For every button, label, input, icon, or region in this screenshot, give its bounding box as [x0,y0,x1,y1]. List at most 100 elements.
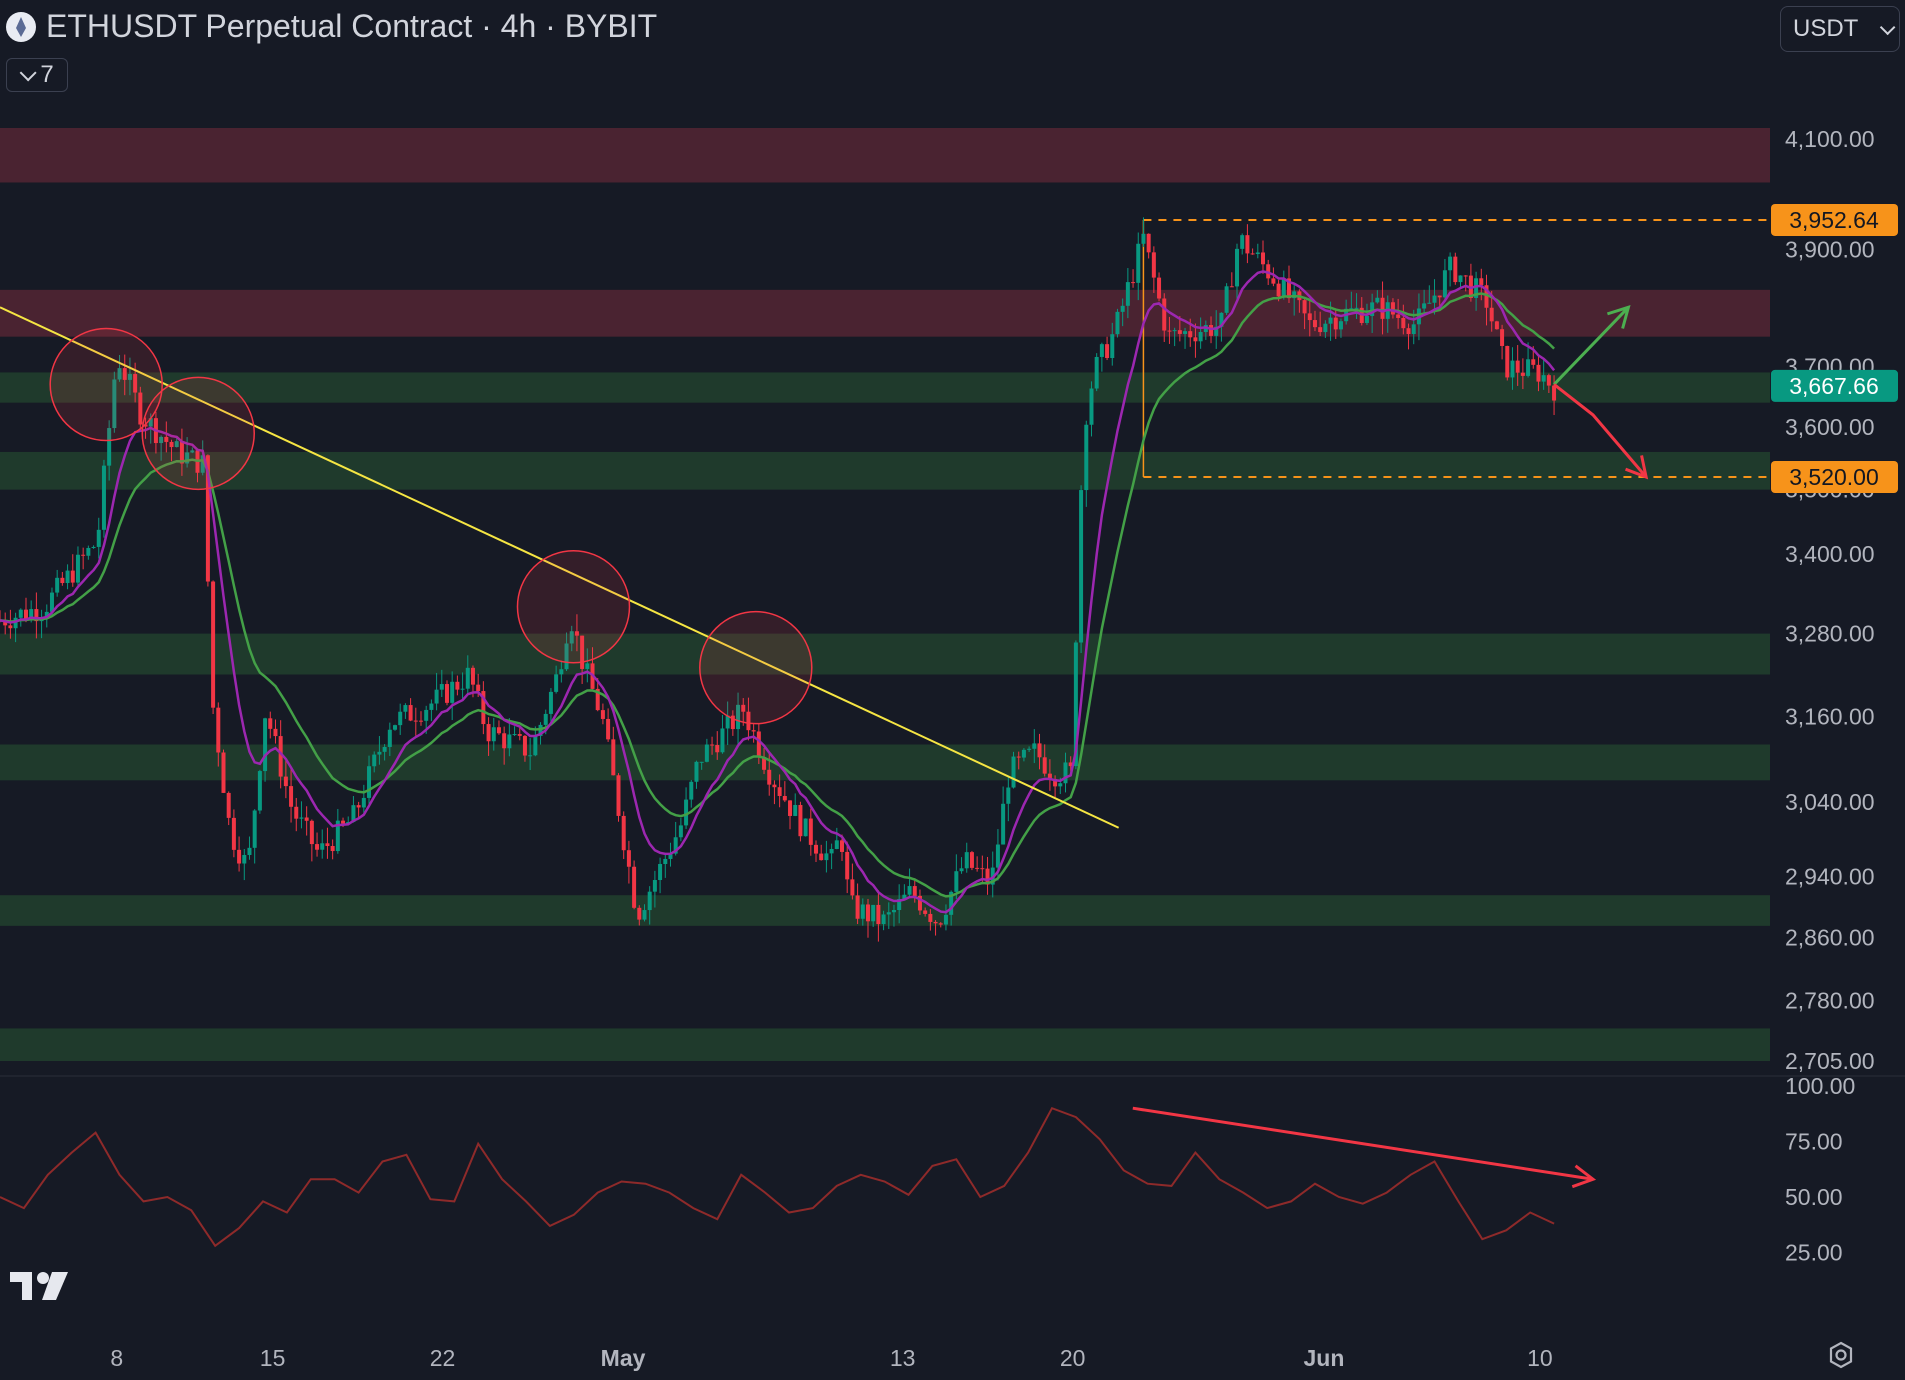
candle-down [574,631,579,636]
currency-select[interactable]: USDT [1780,6,1900,52]
chevron-down-icon [1880,19,1896,35]
candle-up [320,843,325,850]
candle-down [975,867,980,869]
candle-up [403,705,408,712]
candle-up [564,643,569,670]
candle-up [507,734,512,749]
settings-icon[interactable] [1826,1340,1856,1370]
candle-up [689,781,694,800]
candle-up [1120,305,1125,312]
candle-up [112,379,117,429]
candle-down [1396,314,1401,318]
candle-down [8,625,13,629]
price-axis-label: 2,780.00 [1785,987,1875,1013]
price-axis-label: 3,400.00 [1785,541,1875,567]
candle-up [554,674,559,692]
candle-down [969,852,974,868]
candle-down [1229,286,1234,288]
candle-up [429,703,434,710]
candle-up [886,912,891,915]
candle-down [1276,283,1281,297]
candle-up [720,728,725,753]
price-badge-label: 3,952.64 [1789,207,1879,233]
candle-up [382,746,387,752]
candle-down [278,736,283,777]
candle-up [465,667,470,689]
candle-up [55,577,60,593]
candle-up [1172,330,1177,332]
candle-up [678,825,683,838]
candle-down [1151,252,1156,278]
candle-down [808,818,813,845]
candle-up [96,529,101,547]
candle-down [1271,278,1276,284]
candle-up [242,854,247,864]
candle-down [855,895,860,919]
indicators-toggle-button[interactable]: 7 [6,58,68,92]
candle-up [252,810,257,848]
candle-up [538,724,543,736]
candle-down [476,684,481,692]
candle-down [1286,278,1291,299]
candle-down [1037,743,1042,758]
candle-up [101,465,106,530]
candle-down [221,752,226,793]
candle-up [652,880,657,892]
candle-up [995,844,1000,868]
price-axis-label: 3,040.00 [1785,789,1875,815]
candle-down [1105,344,1110,359]
candle-down [1531,359,1536,365]
candle-up [460,688,465,690]
candle-down [164,436,169,442]
candle-down [496,727,501,734]
time-axis-label: 8 [110,1345,123,1371]
candle-up [367,766,372,798]
candle-down [1406,328,1411,335]
candle-down [1209,325,1214,336]
candle-up [1110,334,1115,359]
up-projection-arrow [1552,306,1630,386]
time-axis-label: Jun [1304,1345,1345,1371]
price-badge-label: 3,667.66 [1789,373,1879,399]
candle-up [959,868,964,872]
candle-down [985,868,990,885]
candle-down [1515,360,1520,373]
candle-down [1307,313,1312,321]
candle-down [1453,256,1458,283]
candle-up [736,704,741,730]
candle-down [1068,762,1073,767]
candle-down [517,734,522,736]
candle-up [107,428,112,466]
trendline-touch-circle [141,376,255,491]
candle-down [273,728,278,737]
candle-up [1079,490,1084,643]
candle-down [1177,330,1182,334]
candle-up [200,455,205,473]
candle-down [730,715,735,730]
candle-down [611,739,616,776]
candle-up [897,899,902,911]
candle-down [23,609,28,620]
candle-down [782,795,787,801]
candle-down [772,784,777,788]
price-badge [1771,461,1898,494]
candle-down [1053,778,1058,787]
candle-up [44,611,49,618]
oscillator-axis-label: 50.00 [1785,1184,1843,1210]
candle-up [174,441,179,448]
candle-up [860,904,865,919]
symbol-title[interactable]: ETHUSDT Perpetual Contract · 4h · BYBIT [46,8,658,44]
down-projection-arrow [1553,383,1648,478]
candle-up [1073,642,1078,767]
candle-down [309,820,314,845]
candle-up [1183,331,1188,334]
candle-up [902,894,907,900]
candle-up [1458,275,1463,283]
tradingview-logo-icon [10,1272,68,1300]
candle-down [845,851,850,880]
candle-up [86,548,91,556]
candle-up [1115,311,1120,335]
candle-down [621,815,626,851]
